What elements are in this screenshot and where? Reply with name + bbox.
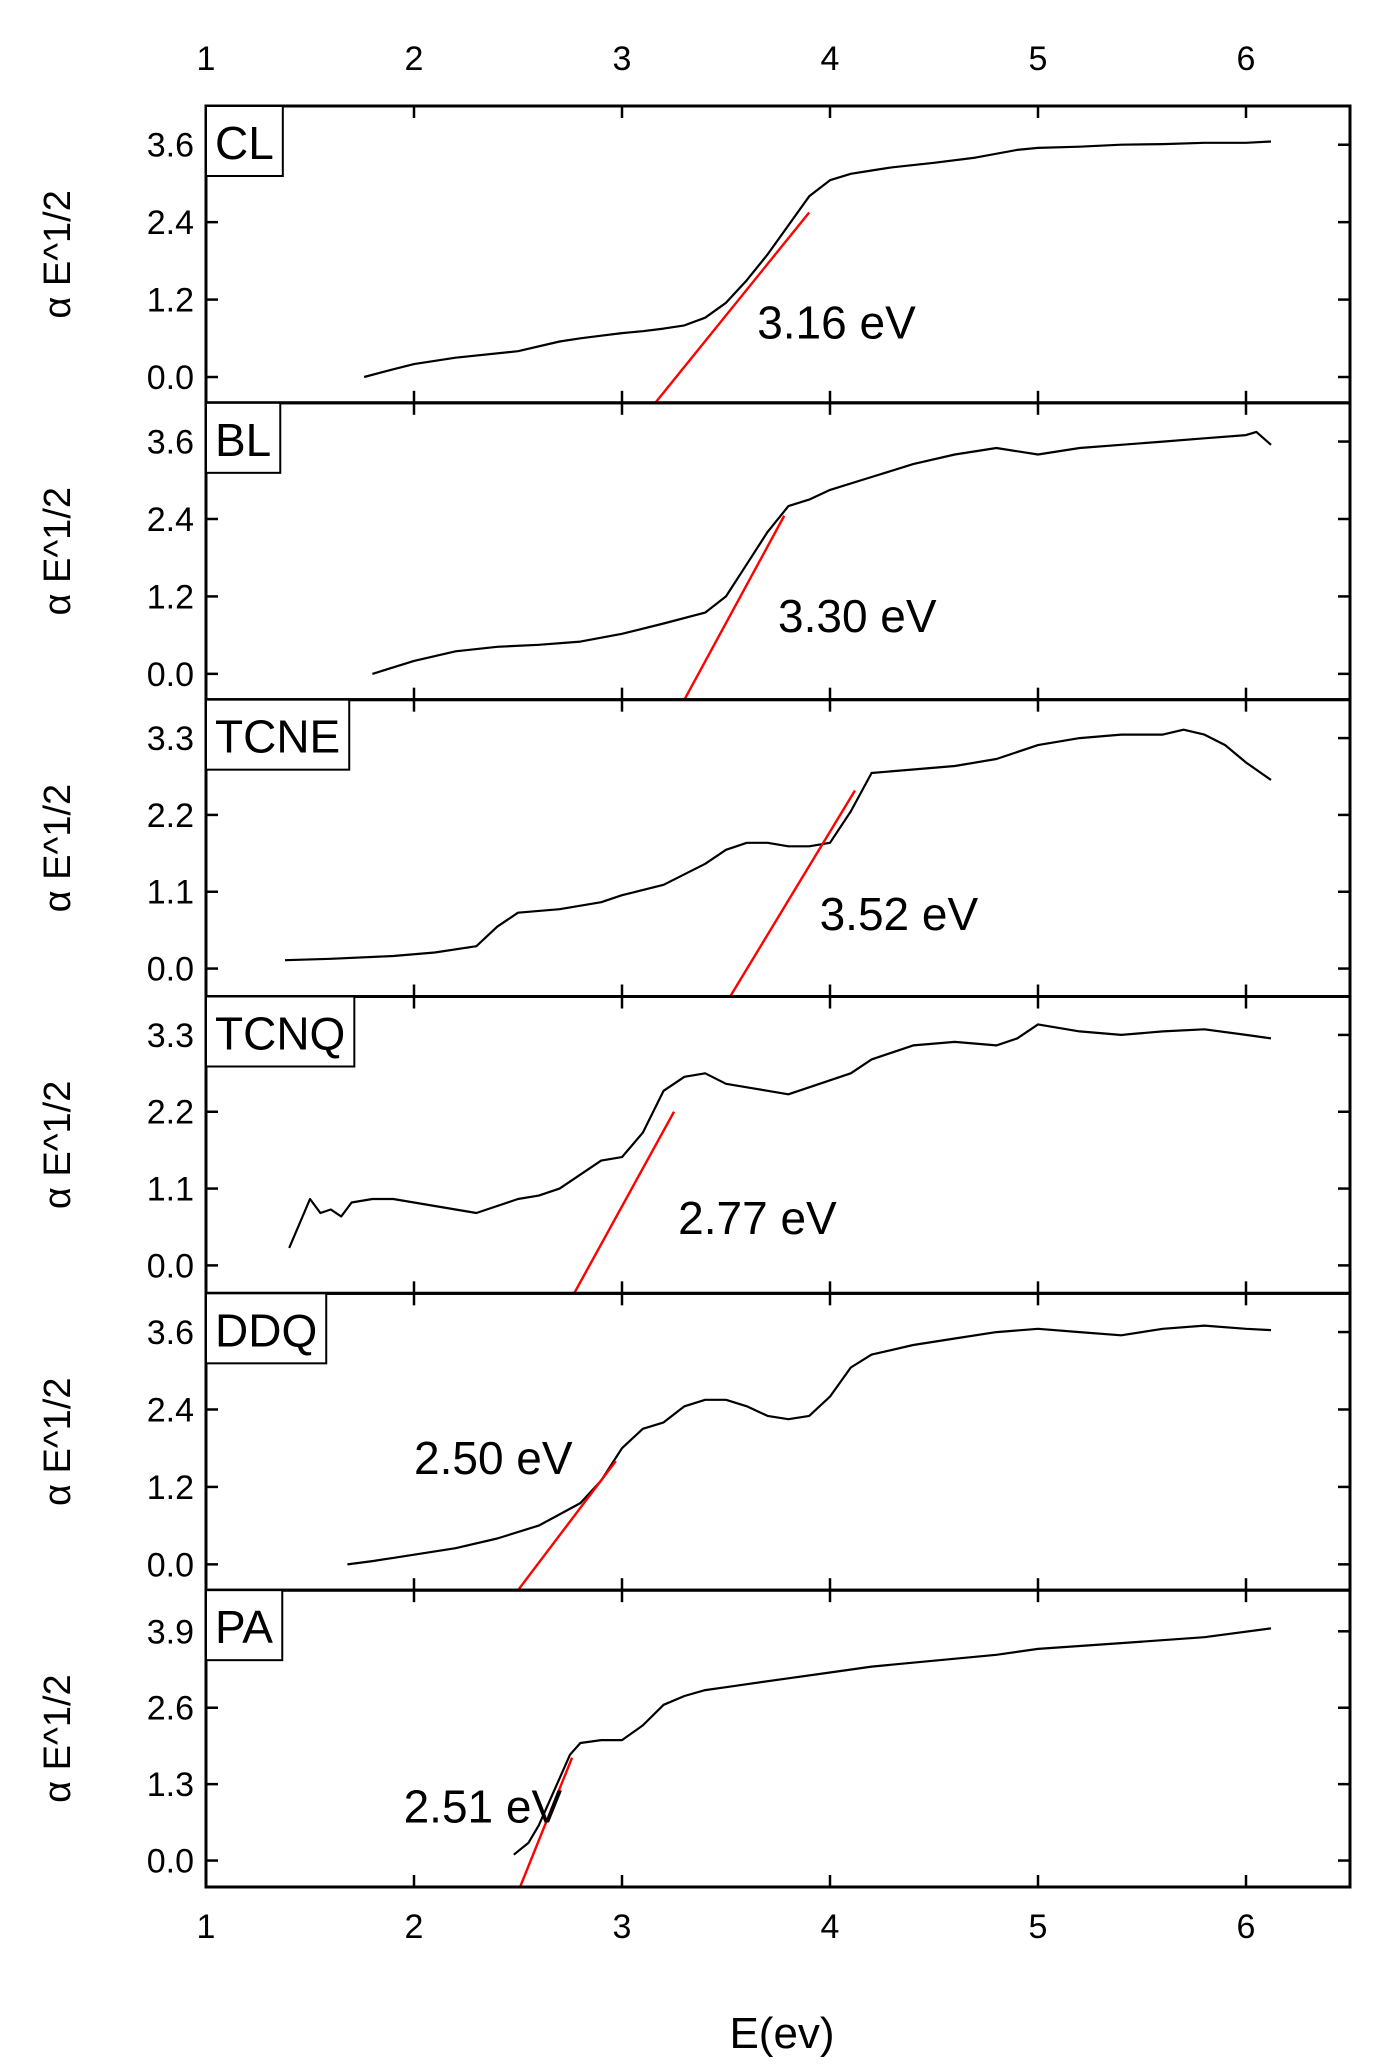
panels-group: 0.0 1.2 2.4 3.6 α E^1/2 3.16 eV CL 0.0 1.2 2.4 3.6… — [37, 104, 1352, 1889]
fit-line-bl — [683, 515, 786, 700]
curve-pa — [513, 1627, 1272, 1856]
bandgap-annotation-ddq: 2.50 eV — [414, 1432, 573, 1484]
panel-label-box-bl — [205, 401, 282, 474]
x-tick-label-top-0: 1 — [197, 40, 216, 78]
panel-ddq: 0.0 1.2 2.4 3.6 α E^1/2 2.50 eV DDQ — [37, 1291, 1352, 1592]
panel-label-box-cl — [205, 105, 284, 177]
y-tick-label-cl-1: 1.2 — [147, 282, 194, 320]
curve-bl — [372, 430, 1272, 675]
y-tick-label-ddq-1: 1.2 — [147, 1469, 194, 1507]
panel-tcnq: 0.0 1.1 2.2 3.3 α E^1/2 2.77 eV TCNQ — [37, 995, 1352, 1295]
x-tick-label-bottom-3: 4 — [821, 1908, 840, 1946]
y-tick-label-pa-1: 1.3 — [147, 1766, 194, 1804]
x-tick-label-bottom-5: 6 — [1237, 1908, 1256, 1946]
fit-line-pa — [518, 1757, 574, 1887]
y-tick-label-tcne-0: 0.0 — [147, 951, 194, 989]
y-tick-label-bl-1: 1.2 — [147, 578, 194, 616]
y-axis-label-cl: α E^1/2 — [37, 190, 79, 319]
y-tick-label-bl-3: 3.6 — [147, 424, 194, 462]
x-axis-bottom: 1 2 3 4 5 6 — [197, 1908, 1256, 1946]
panel-tcne: 0.0 1.1 2.2 3.3 α E^1/2 3.52 eV TCNE — [37, 698, 1352, 999]
bandgap-annotation-tcnq: 2.77 eV — [678, 1192, 837, 1244]
y-tick-label-cl-3: 3.6 — [147, 127, 194, 165]
y-tick-label-tcnq-2: 2.2 — [147, 1094, 194, 1132]
panel-cl: 0.0 1.2 2.4 3.6 α E^1/2 3.16 eV CL — [37, 104, 1352, 405]
panel-label-ddq: DDQ — [215, 1304, 317, 1356]
panel-label-bl: BL — [215, 414, 271, 466]
x-tick-label-top-4: 5 — [1029, 40, 1048, 78]
x-tick-label-bottom-2: 3 — [613, 1908, 632, 1946]
fit-line-tcne — [729, 789, 856, 997]
y-tick-label-pa-0: 0.0 — [147, 1843, 194, 1881]
y-tick-label-tcne-1: 1.1 — [147, 874, 194, 912]
panel-pa: 0.0 1.3 2.6 3.9 α E^1/2 2.51 eV PA — [37, 1588, 1352, 1889]
panel-label-box-pa — [205, 1589, 284, 1662]
x-tick-label-bottom-0: 1 — [197, 1908, 216, 1946]
y-tick-label-tcne-3: 3.3 — [147, 720, 194, 758]
panel-bl: 0.0 1.2 2.4 3.6 α E^1/2 3.30 eV BL — [37, 401, 1352, 702]
curve-tcnq — [288, 1023, 1272, 1249]
bandgap-annotation-cl: 3.16 eV — [757, 296, 916, 348]
y-axis-label-ddq: α E^1/2 — [37, 1377, 79, 1506]
x-tick-label-bottom-4: 5 — [1029, 1908, 1048, 1946]
y-axis-label-bl: α E^1/2 — [37, 487, 79, 616]
y-tick-label-tcnq-1: 1.1 — [147, 1171, 194, 1209]
fit-line-cl — [654, 211, 811, 403]
panel-label-tcnq: TCNQ — [215, 1008, 345, 1060]
fit-line-ddq — [517, 1460, 617, 1591]
curve-tcne — [284, 728, 1272, 962]
y-tick-label-tcnq-0: 0.0 — [147, 1247, 194, 1285]
panel-label-box-tcnq — [205, 995, 356, 1068]
panel-label-box-ddq — [205, 1292, 328, 1365]
panel-label-cl: CL — [215, 117, 274, 169]
y-tick-label-pa-3: 3.9 — [147, 1613, 194, 1651]
y-tick-label-cl-2: 2.4 — [147, 204, 194, 242]
y-tick-label-tcne-2: 2.2 — [147, 797, 194, 835]
panel-label-tcne: TCNE — [215, 711, 340, 763]
bandgap-annotation-tcne: 3.52 eV — [820, 888, 979, 940]
bandgap-annotation-bl: 3.30 eV — [778, 590, 937, 642]
x-tick-label-top-3: 4 — [821, 40, 840, 78]
y-tick-label-ddq-2: 2.4 — [147, 1391, 194, 1429]
x-tick-label-bottom-1: 2 — [405, 1908, 424, 1946]
panel-label-box-tcne — [205, 698, 351, 771]
y-tick-label-bl-2: 2.4 — [147, 501, 194, 539]
panel-label-pa: PA — [215, 1601, 273, 1653]
y-tick-label-pa-2: 2.6 — [147, 1690, 194, 1728]
y-tick-label-bl-0: 0.0 — [147, 656, 194, 694]
y-axis-label-tcne: α E^1/2 — [37, 784, 79, 913]
x-tick-label-top-2: 3 — [613, 40, 632, 78]
y-tick-label-tcnq-3: 3.3 — [147, 1017, 194, 1055]
y-axis-label-pa: α E^1/2 — [37, 1674, 79, 1803]
x-tick-label-top-5: 6 — [1237, 40, 1256, 78]
fit-line-tcnq — [573, 1111, 676, 1294]
bandgap-annotation-pa: 2.51 eV — [404, 1780, 563, 1832]
x-tick-label-top-1: 2 — [405, 40, 424, 78]
x-axis-label: E(ev) — [729, 2009, 834, 2058]
y-axis-label-tcnq: α E^1/2 — [37, 1081, 79, 1210]
curve-cl — [363, 140, 1272, 379]
y-tick-label-ddq-0: 0.0 — [147, 1546, 194, 1584]
curve-ddq — [347, 1324, 1272, 1566]
y-tick-label-cl-0: 0.0 — [147, 359, 194, 397]
panel-frame-pa — [204, 1588, 1352, 1889]
y-tick-label-ddq-3: 3.6 — [147, 1314, 194, 1352]
x-axis-top: 1 2 3 4 5 6 — [197, 40, 1256, 78]
